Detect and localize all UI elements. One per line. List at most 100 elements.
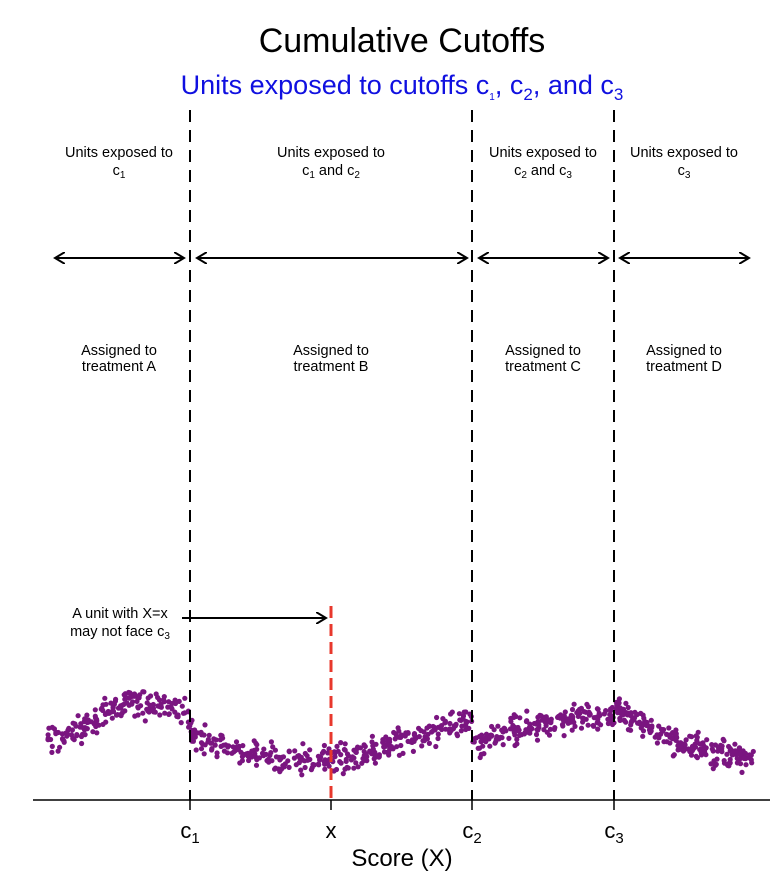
scatter-point [373,741,379,747]
scatter-point [709,742,715,748]
scatter-point [538,713,544,719]
svg-text:c2 and c3: c2 and c3 [514,163,572,181]
scatter-point [75,713,81,719]
scatter-point [561,733,567,739]
scatter-point [113,696,119,703]
scatter-point [396,734,402,740]
annotation-text: A unit with X=x may not face c3 [70,606,170,642]
scatter-point [94,716,100,723]
scatter-point [683,737,689,743]
diagram-subtitle: Units exposed to cutoffs c1, c2, and c3 [181,70,624,104]
scatter-point [648,728,654,734]
scatter-point [72,721,78,727]
scatter-point [425,731,431,737]
scatter-point [340,771,346,777]
scatter-point [137,692,143,698]
scatter-point [628,719,634,726]
scatter-point [639,722,646,729]
scatter-point [430,723,436,730]
scatter-point [130,699,136,705]
scatter-point [386,752,392,758]
scatter-point [598,722,604,728]
scatter-point [205,739,211,745]
svg-text:Assigned to: Assigned to [81,343,157,359]
scatter-point [342,741,348,747]
scatter-point [608,707,614,714]
scatter-point [272,747,278,753]
scatter-point [132,713,138,719]
scatter-point [157,712,163,718]
scatter-point [674,735,680,741]
scatter-point [344,764,350,771]
scatter-point [562,709,568,715]
scatter-point [426,740,432,747]
scatter-point [688,752,695,758]
scatter-point [497,734,504,741]
scatter-point [656,723,662,729]
scatter-point [571,701,577,707]
scatter-point [79,731,86,737]
scatter-point [523,727,529,733]
scatter-point [127,690,133,696]
scatter-point [737,751,743,757]
scatter-point [616,696,623,702]
scatter-point [724,751,730,757]
scatter-point [355,764,361,770]
scatter-point [302,764,308,771]
scatter-point [569,727,575,733]
tick-label-c2: c2 [462,818,481,847]
scatter-point [495,723,501,729]
svg-text:treatment C: treatment C [505,359,581,375]
scatter-point [357,745,364,751]
scatter-point [559,722,566,728]
scatter-point [337,759,343,765]
scatter-point [456,711,462,717]
scatter-point [230,744,236,750]
scatter-point [109,715,115,721]
scatter-point [206,732,212,738]
scatter-point [533,721,539,727]
scatter-point [542,716,548,722]
scatter-point [693,733,699,739]
scatter-point [734,760,741,766]
scatter-point [121,692,127,698]
scatter-point [578,705,585,712]
scatter-point [586,709,592,716]
scatter-point [543,723,549,729]
scatter-point [386,742,392,748]
scatter-point [488,733,495,739]
scatter-point [253,762,260,768]
scatter-point [85,717,91,723]
scatter-point [454,733,461,739]
scatter-point [516,732,523,739]
scatter-point [411,738,417,745]
scatter-point [708,761,714,767]
scatter-point [516,727,522,733]
scatter-point [334,743,340,750]
scatter-point [162,710,168,716]
scatter-point [442,718,448,724]
scatter-point [489,723,495,730]
scatter-point [719,749,725,755]
svg-text:Units exposed to: Units exposed to [489,145,597,161]
scatter-point [217,737,223,743]
scatter-point [510,722,516,729]
scatter-point [476,745,483,751]
scatter-point [412,732,418,738]
scatter-point [272,766,278,772]
scatter-point [681,741,688,747]
scatter-point [64,730,70,736]
scatter-point [79,740,85,747]
scatter-point [79,724,85,730]
scatter-point [221,742,227,748]
scatter-point [94,730,100,736]
region-c-assignment-label: Assigned to treatment C [505,343,581,375]
scatter-point [419,743,425,749]
scatter-point [202,722,208,728]
svg-text:treatment B: treatment B [294,359,369,375]
scatter-point [447,720,453,727]
scatter-point [458,728,464,734]
scatter-point [263,751,269,758]
scatter-point [321,758,327,764]
svg-text:c3: c3 [678,163,691,181]
